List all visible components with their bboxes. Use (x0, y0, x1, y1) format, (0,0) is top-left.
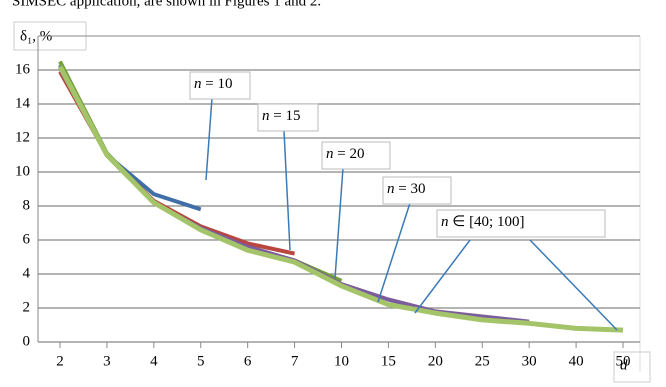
callout-box (436, 209, 606, 238)
legend-label: n = 10 (194, 76, 232, 92)
series-line (57, 65, 624, 333)
legend-rest: = 30 (395, 181, 426, 197)
y-tick-label: 6 (23, 231, 31, 247)
legend-label: n ∈ [40; 100] (441, 214, 524, 230)
legend-var: n (387, 181, 395, 197)
legend-rest: = 15 (270, 108, 301, 124)
y-tick-label: 4 (23, 265, 31, 281)
legend-rest: = 10 (202, 76, 233, 92)
legend-var: n (326, 146, 334, 162)
series-line (58, 70, 296, 256)
x-tick-label: 20 (428, 353, 443, 369)
x-tick-label: 3 (103, 353, 111, 369)
x-tick-label: 6 (244, 353, 252, 369)
x-tick-label: 50 (616, 353, 631, 369)
legend-var: n (194, 76, 202, 92)
y-tick-label: 16 (15, 61, 31, 77)
legend-label: n = 30 (387, 181, 425, 197)
legend-var: n (441, 214, 449, 230)
x-axis-label: d (620, 357, 628, 373)
legend-rest: ∈ [40; 100] (449, 214, 525, 230)
x-tick-label: 30 (522, 353, 537, 369)
callout-box (257, 103, 319, 132)
callout-line (529, 239, 618, 331)
y-axis-label: δ₁, % (20, 28, 52, 44)
y-tick-label: 14 (15, 95, 31, 111)
y-tick-label: 0 (23, 333, 31, 349)
callout-box (189, 71, 251, 100)
y-tick-label: 12 (15, 129, 30, 145)
legend-label: n = 15 (262, 108, 300, 124)
series-line (58, 63, 202, 212)
x-tick-label: 40 (569, 353, 584, 369)
x-tick-label: 10 (334, 353, 349, 369)
callout-line (334, 167, 344, 279)
y-tick-label: 10 (15, 163, 30, 179)
legend-rest: = 20 (334, 146, 365, 162)
callout-line (377, 202, 411, 303)
legend-var: n (262, 108, 270, 124)
x-tick-label: 2 (56, 353, 64, 369)
x-tick-label: 4 (150, 353, 158, 369)
callout-line (414, 239, 471, 314)
callout-box (382, 176, 452, 205)
y-tick-label: 2 (23, 299, 31, 315)
x-tick-label: 5 (197, 353, 205, 369)
callout-line (205, 97, 213, 181)
callout-box (321, 141, 391, 170)
x-label-box (613, 351, 651, 383)
caption-fragment: SIMSEC application, are shown in Figures… (12, 0, 321, 9)
callout-line (283, 130, 291, 251)
x-tick-label: 7 (291, 353, 299, 369)
legend-label: n = 20 (326, 146, 364, 162)
y-tick-label: 8 (23, 197, 31, 213)
x-tick-label: 25 (475, 353, 490, 369)
x-tick-label: 15 (381, 353, 396, 369)
